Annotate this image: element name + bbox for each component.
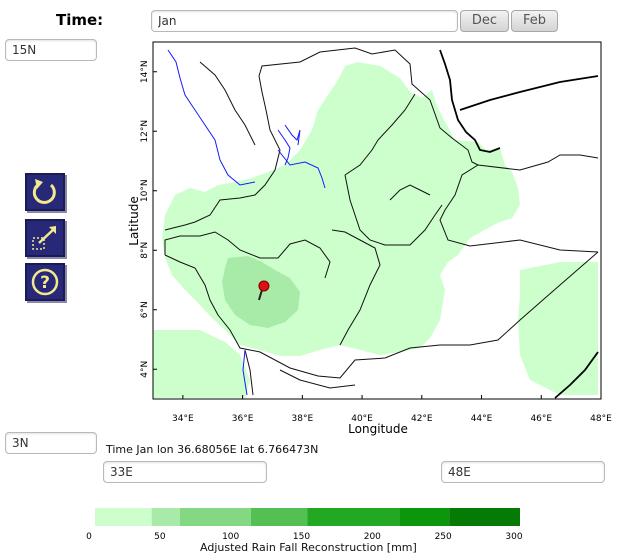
longitude-axis-label: Longitude bbox=[348, 422, 408, 436]
help-icon: ? bbox=[31, 268, 59, 296]
legend-color-box bbox=[180, 508, 251, 526]
latitude-tick-label: 10°N bbox=[140, 179, 150, 202]
longitude-tick-label: 34°E bbox=[172, 414, 194, 424]
map-frame bbox=[152, 41, 602, 400]
next-month-button[interactable]: Feb bbox=[511, 10, 558, 32]
legend-tick-label: 0 bbox=[86, 532, 92, 542]
rainfall-legend: 0 50 100 150 200 250 300 bbox=[86, 508, 523, 542]
rainfall-map[interactable]: 34°E 36°E 38°E 40°E 42°E 44°E 46°E 48°E 4°N 6°N 8… bbox=[0, 0, 620, 440]
legend-tick-label: 250 bbox=[435, 532, 452, 542]
reset-icon bbox=[32, 179, 56, 204]
longitude-tick-label: 40°E bbox=[351, 414, 373, 424]
zoom-box-icon bbox=[32, 226, 56, 250]
borders bbox=[164, 47, 599, 396]
zoom-box-button[interactable] bbox=[25, 219, 65, 257]
longitude-ticks: 34°E 36°E 38°E 40°E 42°E 44°E 46°E 48°E bbox=[172, 395, 612, 424]
legend-tick-label: 200 bbox=[364, 532, 381, 542]
legend-tick-label: 100 bbox=[222, 532, 239, 542]
rainfall-shading bbox=[153, 62, 598, 398]
svg-text:?: ? bbox=[40, 273, 50, 293]
longitude-tick-label: 38°E bbox=[292, 414, 314, 424]
legend-title: Adjusted Rain Fall Reconstruction [mm] bbox=[200, 541, 417, 554]
time-input[interactable] bbox=[151, 10, 458, 32]
south-bound-input[interactable] bbox=[5, 432, 97, 454]
longitude-tick-label: 46°E bbox=[530, 414, 552, 424]
legend-tick-label: 150 bbox=[293, 532, 310, 542]
prev-month-button[interactable]: Dec bbox=[460, 10, 509, 32]
legend-color-box bbox=[151, 508, 180, 526]
latitude-tick-label: 12°N bbox=[140, 120, 150, 143]
west-bound-input[interactable] bbox=[103, 461, 267, 483]
legend-color-box bbox=[250, 508, 308, 526]
legend-color-box bbox=[95, 508, 152, 526]
legend-color-box bbox=[399, 508, 450, 526]
east-bound-input[interactable] bbox=[441, 461, 605, 483]
latitude-ticks: 4°N 6°N 8°N 10°N 12°N 14°N bbox=[140, 60, 157, 378]
rivers bbox=[167, 49, 326, 396]
longitude-tick-label: 42°E bbox=[411, 414, 433, 424]
longitude-tick-label: 36°E bbox=[232, 414, 254, 424]
time-label: Time: bbox=[56, 11, 104, 29]
legend-tick-label: 300 bbox=[505, 532, 522, 542]
reset-button[interactable] bbox=[25, 173, 65, 211]
longitude-tick-label: 44°E bbox=[471, 414, 493, 424]
legend-color-box bbox=[449, 508, 520, 526]
legend-tick-label: 50 bbox=[154, 532, 166, 542]
legend-color-box bbox=[307, 508, 400, 526]
location-marker[interactable] bbox=[257, 280, 270, 301]
latitude-axis-label: Latitude bbox=[127, 196, 141, 245]
coast-lines bbox=[439, 49, 599, 399]
legend-tick-labels: 0 50 100 150 200 250 300 bbox=[86, 532, 523, 542]
north-bound-input[interactable] bbox=[5, 39, 97, 61]
longitude-tick-label: 48°E bbox=[590, 414, 612, 424]
latitude-tick-label: 4°N bbox=[140, 361, 150, 378]
latitude-tick-label: 14°N bbox=[140, 60, 150, 83]
help-button[interactable]: ? bbox=[25, 263, 65, 301]
cursor-status-text: Time Jan lon 36.68056E lat 6.766473N bbox=[106, 443, 319, 456]
legend-color-bar bbox=[95, 508, 520, 526]
latitude-tick-label: 8°N bbox=[140, 242, 150, 259]
latitude-tick-label: 6°N bbox=[140, 301, 150, 318]
